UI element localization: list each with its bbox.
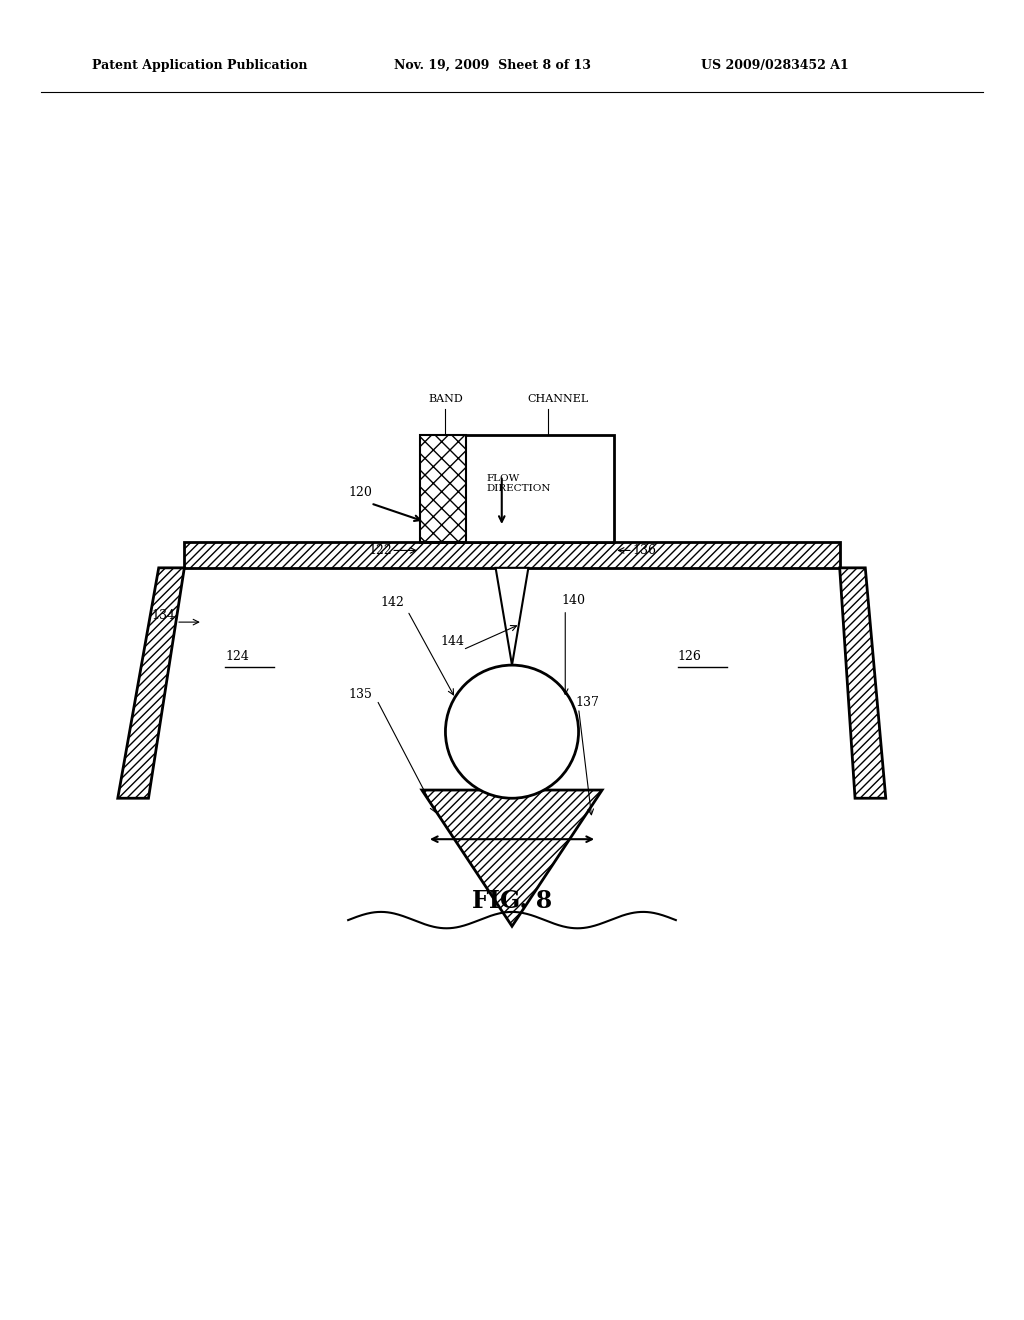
Bar xyxy=(420,434,466,543)
Text: Nov. 19, 2009  Sheet 8 of 13: Nov. 19, 2009 Sheet 8 of 13 xyxy=(394,58,591,71)
Text: 122: 122 xyxy=(369,544,392,557)
Text: 140: 140 xyxy=(561,594,585,607)
Text: BAND: BAND xyxy=(428,393,463,404)
Polygon shape xyxy=(496,568,528,665)
Circle shape xyxy=(445,665,579,799)
Text: 126: 126 xyxy=(678,649,701,663)
Polygon shape xyxy=(422,791,602,927)
Polygon shape xyxy=(184,543,840,568)
Polygon shape xyxy=(840,568,886,799)
Text: 137: 137 xyxy=(575,696,599,709)
Text: 135: 135 xyxy=(348,688,372,701)
Text: FLOW
DIRECTION: FLOW DIRECTION xyxy=(486,474,551,494)
Text: CHANNEL: CHANNEL xyxy=(527,393,589,404)
Text: 136: 136 xyxy=(633,544,656,557)
Text: US 2009/0283452 A1: US 2009/0283452 A1 xyxy=(701,58,849,71)
Polygon shape xyxy=(118,568,184,799)
Text: 134: 134 xyxy=(152,609,175,622)
Text: 142: 142 xyxy=(381,595,404,609)
Text: 120: 120 xyxy=(348,486,372,499)
Text: FIG. 8: FIG. 8 xyxy=(472,888,552,912)
Text: Patent Application Publication: Patent Application Publication xyxy=(92,58,307,71)
Text: 124: 124 xyxy=(225,649,249,663)
Text: 144: 144 xyxy=(440,635,464,648)
Bar xyxy=(420,434,614,543)
